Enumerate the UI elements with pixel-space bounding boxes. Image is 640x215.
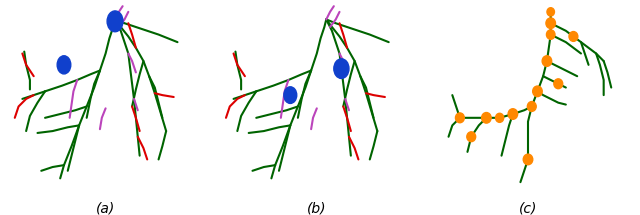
Ellipse shape xyxy=(527,101,536,111)
Ellipse shape xyxy=(495,113,504,122)
Ellipse shape xyxy=(532,86,542,97)
Ellipse shape xyxy=(546,18,556,29)
Text: (c): (c) xyxy=(519,201,537,215)
Ellipse shape xyxy=(547,8,554,16)
Ellipse shape xyxy=(569,32,578,41)
Ellipse shape xyxy=(107,11,123,32)
Ellipse shape xyxy=(554,79,563,89)
Ellipse shape xyxy=(524,154,532,165)
Ellipse shape xyxy=(508,109,518,119)
Ellipse shape xyxy=(467,132,476,142)
Ellipse shape xyxy=(334,59,349,78)
Text: (b): (b) xyxy=(307,201,326,215)
Ellipse shape xyxy=(284,87,297,103)
Ellipse shape xyxy=(57,56,71,74)
Ellipse shape xyxy=(547,30,555,39)
Ellipse shape xyxy=(542,56,552,66)
Text: (a): (a) xyxy=(96,201,115,215)
Ellipse shape xyxy=(456,113,464,123)
Ellipse shape xyxy=(482,112,491,123)
